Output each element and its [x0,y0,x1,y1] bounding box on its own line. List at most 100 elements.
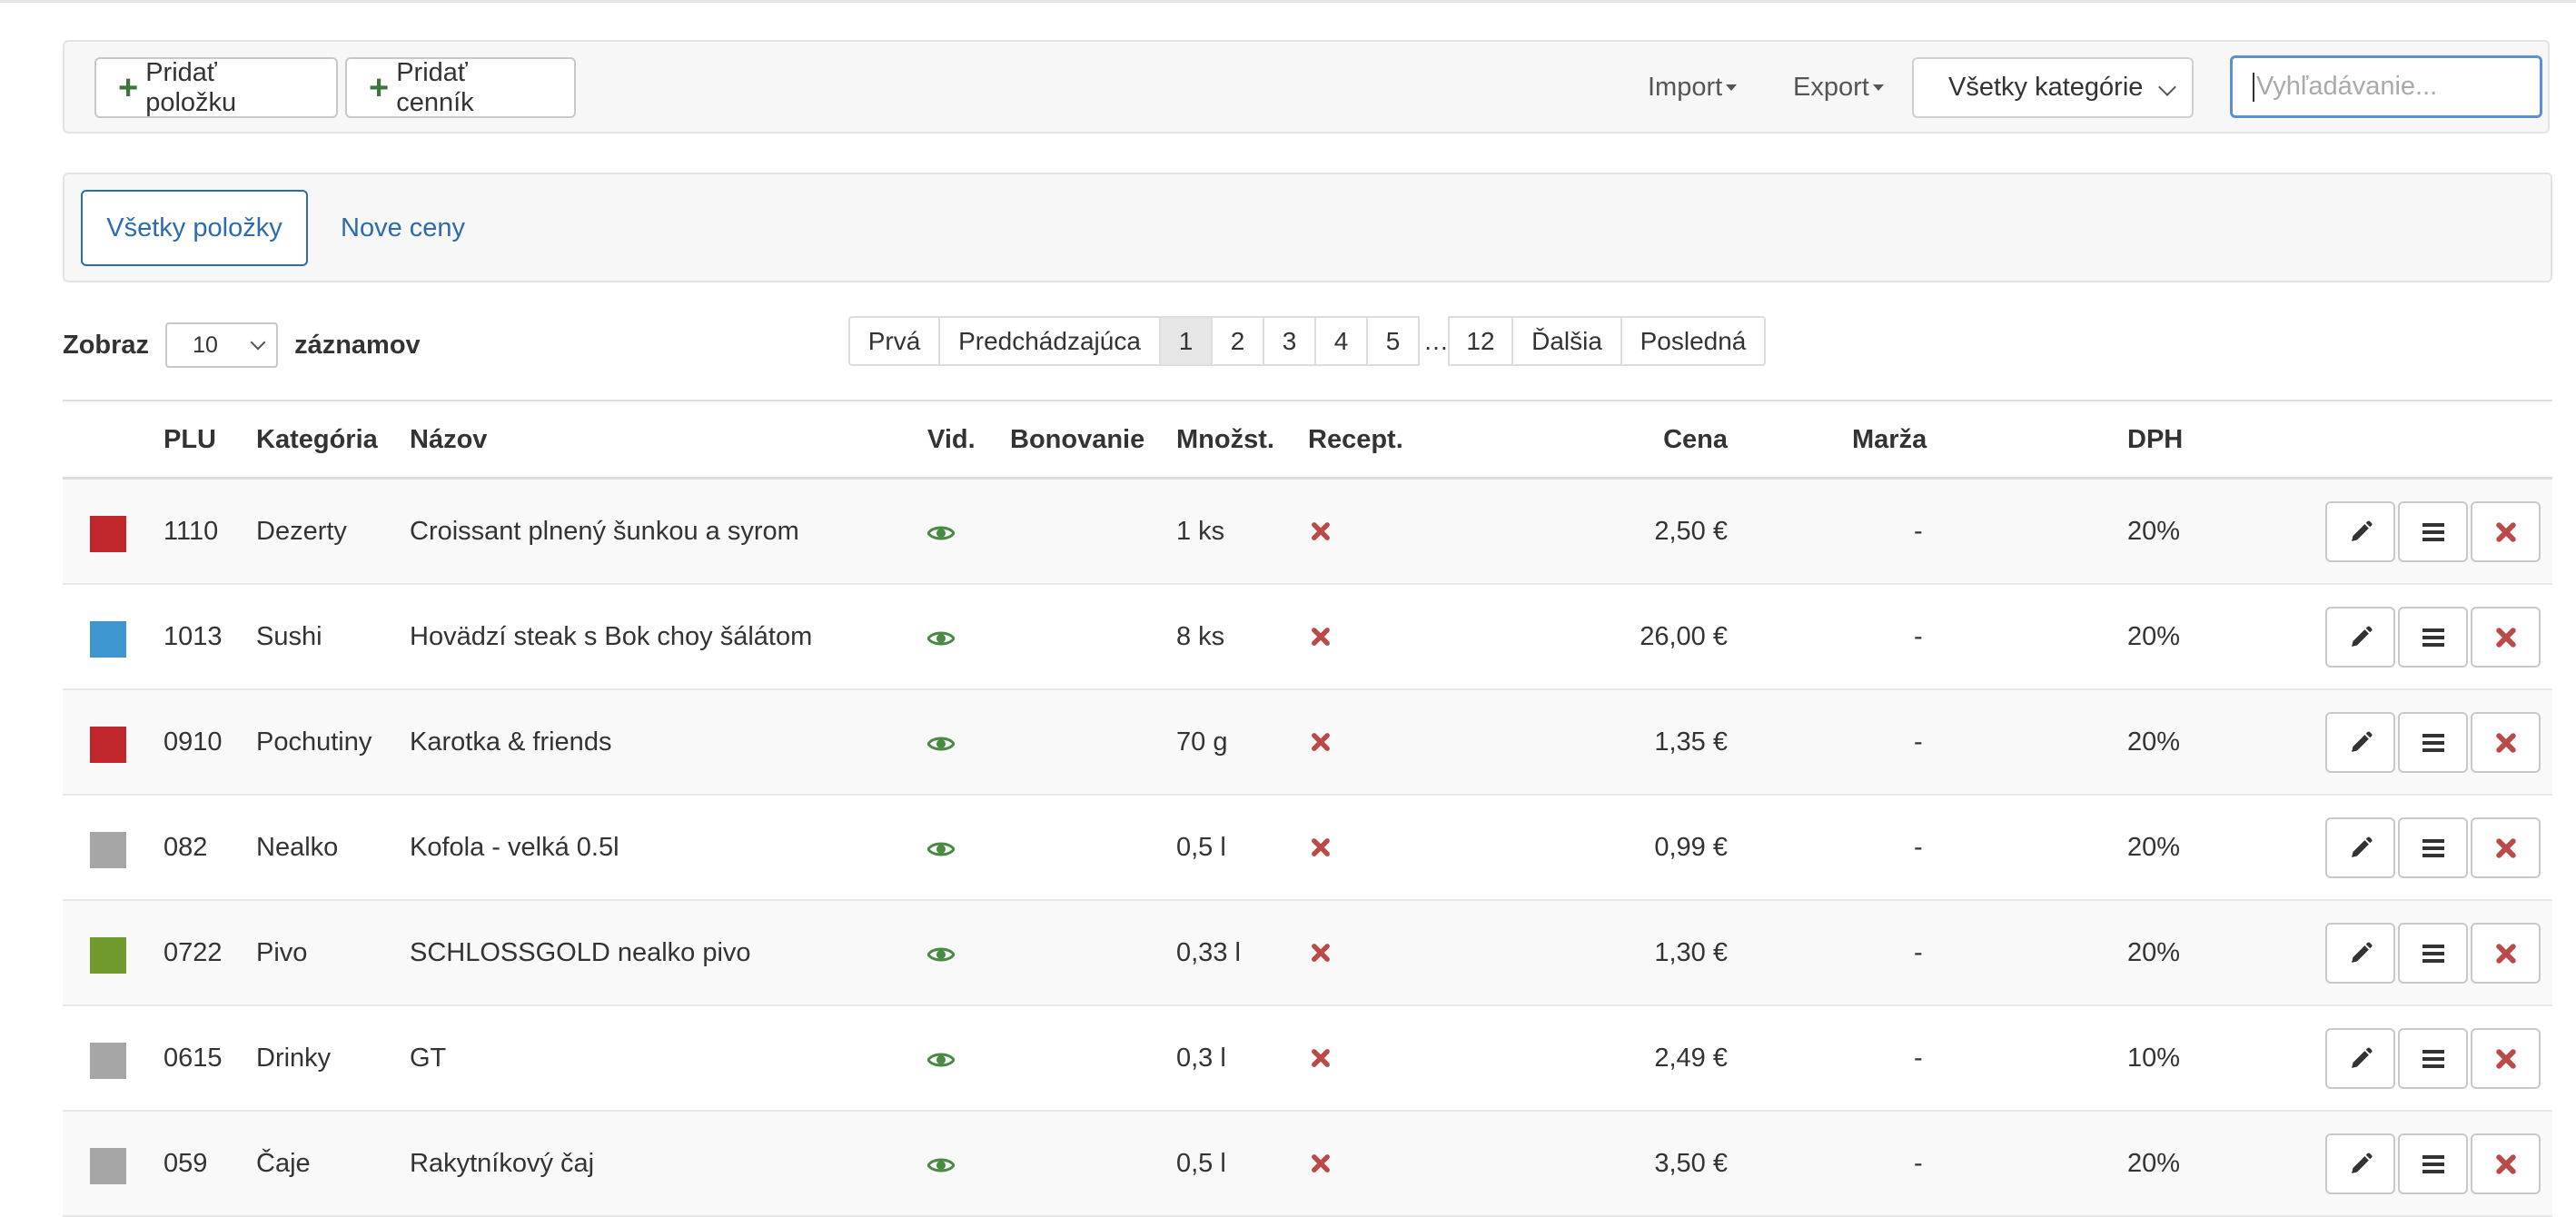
page-number: 3 [1282,326,1297,355]
details-button[interactable] [2398,607,2468,668]
page-prev[interactable]: Predchádzajúca [938,316,1161,366]
cell-margin: - [1914,727,1923,757]
add-item-button[interactable]: + Pridať položku [94,57,338,118]
table-row[interactable]: 059 Čaje Rakytníkový čaj 0,5 l 3,50 € - 20% [63,1112,2552,1217]
eye-icon[interactable] [926,1047,956,1077]
col-visible[interactable]: Vid. [927,425,976,454]
edit-button[interactable] [2325,1028,2395,1089]
export-dropdown[interactable]: Export [1793,57,1884,118]
page-3[interactable]: 3 [1263,316,1316,366]
edit-button[interactable] [2325,817,2395,878]
list-icon [2421,520,2446,544]
category-color-swatch [90,727,126,763]
eye-icon[interactable] [926,626,956,656]
edit-button[interactable] [2325,501,2395,562]
col-recipe[interactable]: Recept. [1308,425,1403,454]
eye-icon[interactable] [926,1153,956,1182]
delete-button[interactable] [2471,923,2541,984]
import-dropdown[interactable]: Import [1648,57,1738,118]
details-button[interactable] [2398,712,2468,773]
delete-icon [2494,942,2518,965]
page-last[interactable]: Posledná [1620,316,1766,366]
col-category[interactable]: Kategória [256,425,378,454]
edit-button[interactable] [2325,607,2395,668]
delete-button[interactable] [2471,607,2541,668]
x-icon [1310,836,1332,866]
details-button[interactable] [2398,1028,2468,1089]
pencil-icon [2347,624,2374,651]
top-divider [0,0,2576,3]
pencil-icon [2347,1045,2374,1073]
col-vat[interactable]: DPH [2127,425,2184,454]
page-ellipsis: … [1423,326,1449,355]
col-margin[interactable]: Marža [1852,425,1927,454]
cell-margin: - [1914,832,1923,862]
page-12[interactable]: 12 [1448,316,1513,366]
eye-icon[interactable] [926,520,956,550]
tab-new-prices[interactable]: Nove ceny [341,190,465,266]
cell-price: 1,35 € [1654,727,1728,757]
page-prev-label: Predchádzajúca [958,326,1141,355]
pencil-icon [2347,940,2374,967]
cell-category: Dezerty [256,516,347,546]
eye-icon[interactable] [926,942,956,972]
delete-icon [2494,520,2518,544]
category-color-swatch [90,937,126,974]
x-icon [1310,730,1332,760]
category-select[interactable]: Všetky kategórie [1912,57,2194,118]
list-icon [2421,1153,2446,1176]
edit-button[interactable] [2325,1133,2395,1194]
delete-button[interactable] [2471,1133,2541,1194]
table-row[interactable]: 0910 Pochutiny Karotka & friends 70 g 1,35 €… [63,690,2552,796]
delete-button[interactable] [2471,712,2541,773]
cell-category: Nealko [256,832,339,862]
cell-price: 26,00 € [1640,621,1728,651]
col-bonovanie[interactable]: Bonovanie [1010,425,1145,454]
page-2[interactable]: 2 [1211,316,1264,366]
col-qty[interactable]: Množst. [1176,425,1274,454]
page-number: 1 [1178,326,1194,355]
cell-margin: - [1914,1148,1923,1178]
delete-button[interactable] [2471,501,2541,562]
tab-all-items[interactable]: Všetky položky [81,190,308,266]
cell-name: Hovädzí steak s Bok choy šálátom [410,621,813,651]
page-length-suffix: záznamov [294,330,421,360]
page-length-select[interactable]: 10 [165,322,279,368]
export-label: Export [1793,73,1869,102]
edit-button[interactable] [2325,712,2395,773]
table-row[interactable]: 0722 Pivo SCHLOSSGOLD nealko pivo 0,33 l 1,3… [63,901,2552,1006]
edit-button[interactable] [2325,923,2395,984]
page-4[interactable]: 4 [1314,316,1368,366]
col-price[interactable]: Cena [1663,425,1728,454]
cell-vat: 20% [2127,727,2181,757]
delete-icon [2494,1153,2518,1176]
table-row[interactable]: 082 Nealko Kofola - velká 0.5l 0,5 l 0,99 € -… [63,796,2552,901]
details-button[interactable] [2398,817,2468,878]
page-5[interactable]: 5 [1366,316,1420,366]
details-button[interactable] [2398,1133,2468,1194]
delete-button[interactable] [2471,817,2541,878]
cell-category: Pivo [256,937,308,967]
pencil-icon [2347,1151,2374,1178]
category-color-swatch [90,1043,126,1079]
col-name[interactable]: Názov [410,425,488,454]
page-first[interactable]: Prvá [848,316,940,366]
eye-icon[interactable] [926,836,956,866]
details-button[interactable] [2398,923,2468,984]
cell-qty: 0,33 l [1176,937,1241,967]
category-color-swatch [90,1148,126,1184]
table-row[interactable]: 1013 Sushi Hovädzí steak s Bok choy šáláto… [63,585,2552,690]
table-row[interactable]: 0615 Drinky GT 0,3 l 2,49 € - 10% [63,1006,2552,1112]
add-pricelist-button[interactable]: + Pridať cenník [345,57,576,118]
cell-category: Sushi [256,621,322,651]
search-input[interactable]: Vyhľadávanie... [2230,55,2542,118]
page-1[interactable]: 1 [1159,316,1213,366]
eye-icon[interactable] [926,731,956,761]
col-plu[interactable]: PLU [163,425,216,454]
details-button[interactable] [2398,501,2468,562]
page-next[interactable]: Ďalšia [1511,316,1622,366]
table-row[interactable]: 1110 Dezerty Croissant plnený šunkou a syr… [63,480,2552,585]
tab-bar: Všetky položky Nove ceny [63,173,2552,282]
plus-icon: + [369,68,390,107]
delete-button[interactable] [2471,1028,2541,1089]
